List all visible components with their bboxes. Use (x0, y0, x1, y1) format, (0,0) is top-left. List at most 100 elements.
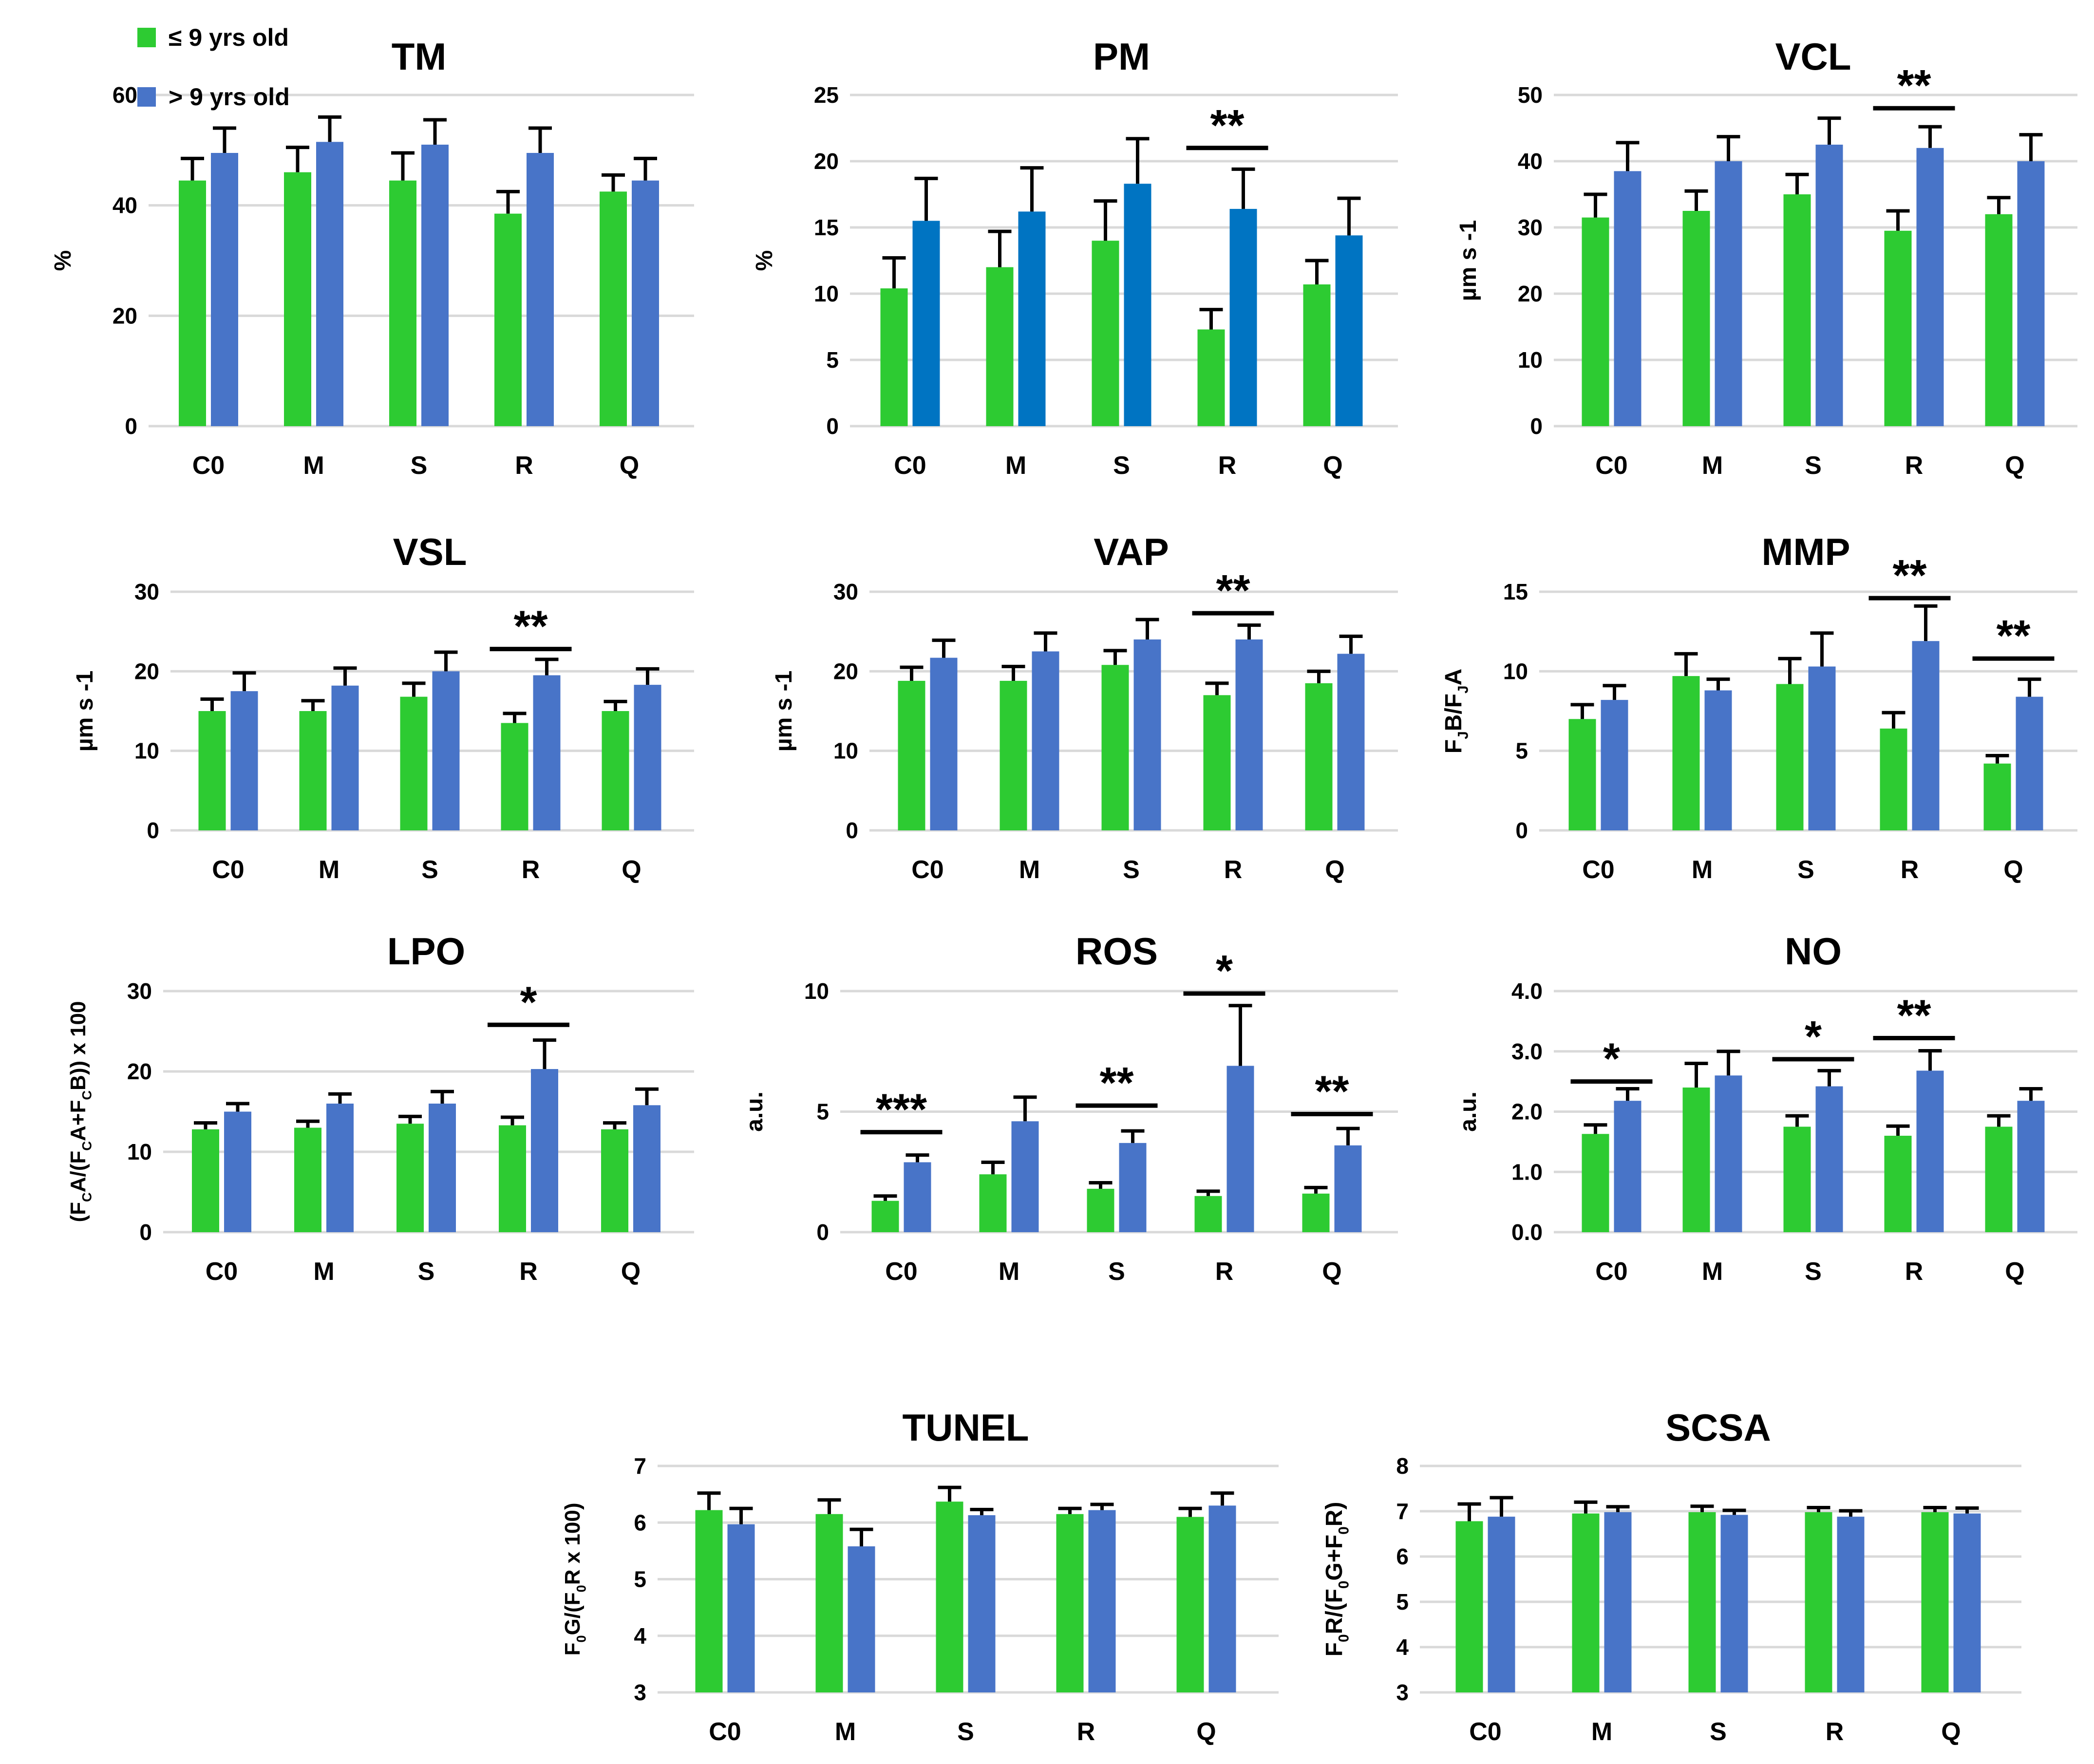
category-label: Q (622, 856, 641, 884)
bar-green-M (1572, 1513, 1600, 1692)
bar-blue-R (1229, 208, 1257, 426)
legend-label-le9: ≤ 9 yrs old (169, 24, 289, 51)
y-tick-label: 1.0 (1511, 1159, 1543, 1184)
category-label: R (1901, 856, 1919, 884)
category-label: S (1797, 856, 1814, 884)
panel-title: VCL (1775, 35, 1851, 78)
bar-blue-R (1916, 1070, 1944, 1232)
y-tick-label: 30 (134, 579, 159, 604)
bar-blue-S (1119, 1143, 1147, 1232)
bar-blue-M (1704, 690, 1732, 830)
y-tick-label: 20 (814, 149, 839, 174)
significance-stars: * (520, 978, 537, 1027)
bar-blue-S (1815, 1086, 1843, 1232)
y-tick-label: 3.0 (1511, 1039, 1543, 1064)
y-tick-label: 5 (816, 1099, 829, 1125)
y-axis-label: µm s -1 (72, 671, 98, 751)
significance-stars: ** (1099, 1059, 1133, 1107)
bar-blue-R (1912, 641, 1940, 830)
category-label: M (835, 1718, 856, 1746)
y-axis-label: % (50, 250, 76, 271)
y-tick-label: 5 (1515, 738, 1528, 764)
y-tick-label: 10 (134, 738, 159, 764)
y-tick-label: 10 (1503, 658, 1528, 684)
y-axis-label: % (752, 250, 777, 271)
category-label: C0 (885, 1257, 917, 1286)
category-label: Q (1322, 1257, 1341, 1286)
panel-title: VSL (393, 530, 467, 573)
y-tick-label: 30 (127, 978, 152, 1004)
bar-blue-Q (1335, 235, 1363, 426)
category-label: C0 (1469, 1718, 1501, 1746)
y-tick-label: 0 (1530, 413, 1543, 439)
bar-blue-C0 (1614, 1101, 1641, 1232)
bar-blue-Q (633, 1105, 660, 1232)
category-label: Q (1941, 1718, 1961, 1746)
y-tick-label: 0 (147, 818, 159, 843)
category-label: R (1077, 1718, 1095, 1746)
y-tick-label: 5 (1396, 1589, 1409, 1614)
bar-green-M (1682, 1088, 1710, 1232)
bar-green-R (1884, 230, 1912, 426)
category-label: C0 (894, 451, 926, 480)
bar-blue-Q (634, 685, 661, 830)
significance-stars: ** (1897, 992, 1931, 1040)
chart-vsl: 0 10 20 30 VSL µm s -1 C0 M S R Q ** (72, 530, 694, 884)
bar-green-R (501, 723, 528, 830)
category-label: M (999, 1257, 1019, 1286)
y-tick-label: 10 (833, 738, 858, 764)
y-tick-label: 7 (634, 1453, 646, 1479)
bar-green-S (1783, 1126, 1811, 1232)
significance-stars: ** (1210, 101, 1244, 150)
category-label: R (519, 1257, 538, 1286)
bar-green-C0 (898, 680, 925, 830)
bar-green-R (494, 213, 522, 426)
category-label: R (1905, 1257, 1924, 1286)
bar-green-C0 (1582, 217, 1609, 426)
category-label: S (1113, 451, 1130, 480)
panel-title: TM (392, 35, 447, 78)
bar-green-C0 (1582, 1134, 1609, 1232)
y-tick-label: 20 (1518, 281, 1543, 306)
bar-blue-C0 (230, 691, 258, 830)
significance-stars: * (1805, 1013, 1822, 1061)
panel-title: LPO (387, 930, 465, 973)
y-tick-label: 10 (804, 978, 829, 1004)
bar-green-R (499, 1125, 526, 1232)
y-tick-label: 15 (814, 215, 839, 240)
y-tick-label: 30 (1518, 215, 1543, 240)
panel-title: NO (1785, 930, 1842, 973)
bar-blue-R (1226, 1066, 1254, 1232)
bar-green-R (1056, 1514, 1084, 1692)
significance-stars: ** (1216, 566, 1250, 615)
bar-blue-C0 (727, 1524, 755, 1692)
bar-green-R (1884, 1136, 1912, 1232)
bar-green-M (1000, 680, 1027, 830)
bar-blue-R (1235, 639, 1263, 830)
legend: ≤ 9 yrs old > 9 yrs old (137, 25, 290, 144)
panel-title: TUNEL (903, 1406, 1029, 1449)
panel-title: MMP (1762, 530, 1850, 573)
y-tick-label: 60 (113, 82, 137, 108)
y-tick-label: 2.0 (1511, 1099, 1543, 1125)
bar-blue-S (432, 671, 460, 830)
bar-green-R (1880, 728, 1907, 830)
bar-blue-R (533, 675, 561, 830)
bar-green-R (1203, 695, 1231, 830)
bar-green-M (986, 267, 1014, 426)
bar-green-C0 (695, 1510, 723, 1692)
significance-stars: ** (1315, 1067, 1349, 1116)
y-tick-label: 3 (634, 1680, 646, 1705)
y-tick-label: 0.0 (1511, 1220, 1543, 1245)
bar-green-M (979, 1174, 1007, 1232)
y-tick-label: 7 (1396, 1499, 1409, 1524)
bar-blue-Q (2017, 1101, 2045, 1232)
panel-title: PM (1093, 35, 1150, 78)
bar-green-R (1197, 329, 1225, 426)
category-label: M (1692, 856, 1713, 884)
legend-label-gt9: > 9 yrs old (169, 83, 290, 111)
bar-green-Q (1305, 683, 1333, 830)
panel-title: VAP (1094, 530, 1169, 573)
category-label: M (1019, 856, 1040, 884)
